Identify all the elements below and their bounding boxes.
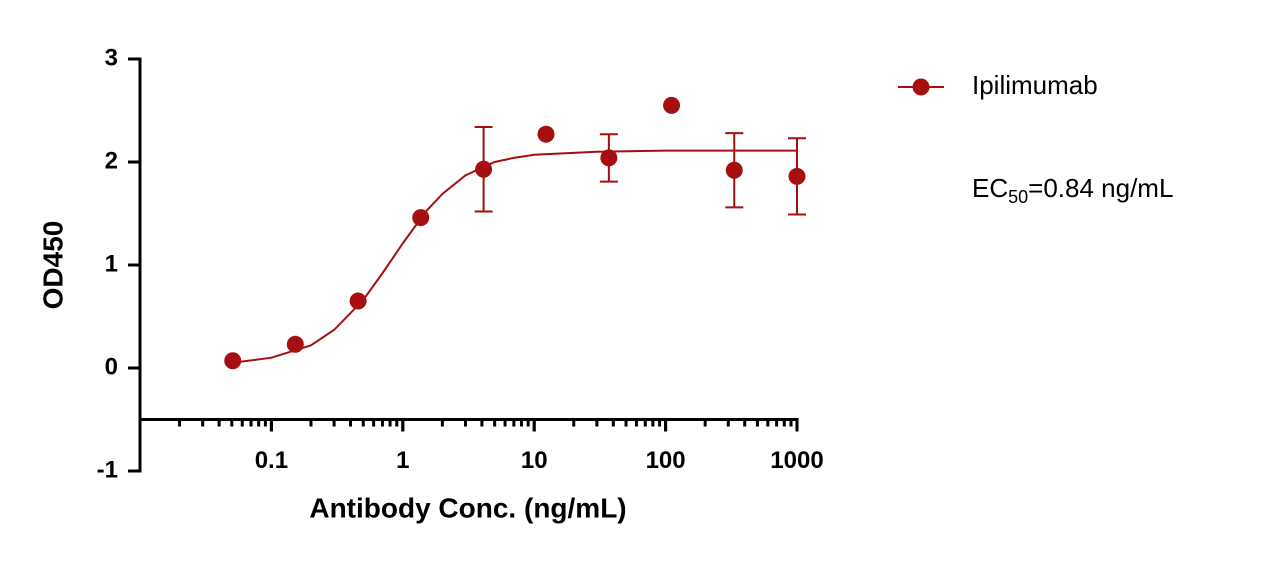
x-tick-label: 0.1 [255,447,288,474]
x-tick-label: 10 [521,447,548,474]
data-point [349,292,367,310]
fit-curve [231,149,797,364]
x-tick-label: 1 [396,447,409,474]
data-point [600,149,618,167]
y-axis-title: OD450 [37,221,68,310]
x-axis-title: Antibody Conc. (ng/mL) [309,492,626,523]
annotation: EC50=0.84 ng/mL [972,173,1173,207]
legend-label: Ipilimumab [972,70,1098,100]
y-tick-label: 2 [105,147,118,174]
data-point [412,209,430,227]
data-point [725,161,743,179]
annotation-text: EC [972,173,1008,203]
data-point [224,352,242,370]
data-point [788,167,806,185]
legend-marker [912,78,930,96]
data-point [286,335,304,353]
data-point [475,160,493,178]
y-tick-label: 0 [105,353,118,380]
y-tick-label: 1 [105,250,118,277]
data-point [537,125,555,143]
annotation-suffix: =0.84 ng/mL [1028,173,1173,203]
annotation-subscript: 50 [1008,187,1028,207]
x-tick-label: 100 [646,447,686,474]
y-tick-label: 3 [105,44,118,71]
x-tick-label: 1000 [770,447,823,474]
data-point [663,96,681,114]
y-tick-label: -1 [97,456,118,483]
